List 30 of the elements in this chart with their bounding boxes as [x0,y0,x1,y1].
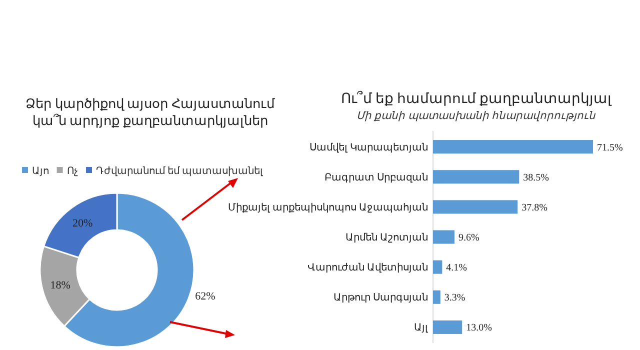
y-tick-label: Վարուժան Ավետիսյան [308,262,428,274]
data-label: 62% [195,290,216,302]
data-label: 71.5% [597,142,623,154]
y-tick-label: Բագրատ Սրբազան [324,172,428,184]
y-tick-label: Արթուր Սարգսյան [334,292,428,304]
data-label: 20% [72,218,93,230]
legend-label: Ոչ [66,166,78,177]
bar [433,170,520,184]
data-label: 13.0% [466,322,492,334]
chart-subtitle: Մի քանի պատասխանի հնարավորություն [356,111,596,122]
chart-title: Ու՞մ եք համարում քաղբանտարկյալ [340,90,612,107]
y-tick-label: Սամվել Կարապետյան [310,142,428,154]
bar [433,230,454,244]
data-label: 37.8% [522,202,548,214]
data-label: 18% [50,280,70,292]
y-tick-label: Միքայել արքեպիսկոպոս Աջապահյան [228,202,428,214]
legend-label: Այո [32,166,49,177]
legend-label: Դժվարանում եմ պատասխանել [96,166,264,177]
data-label: 38.5% [523,172,549,184]
chart-title: Ձեր կարծիքով այսօր Հայաստանում կա՞ն արդյոք քաղբանտարկյալներ [26,96,276,128]
data-label: 9.6% [458,232,480,244]
data-label: 4.1% [446,262,468,274]
data-label: 3.3% [444,292,466,304]
y-tick-label: Այլ [414,322,429,334]
y-tick-label: Արմեն Աշոտյան [346,232,428,244]
bar [433,140,593,154]
bar [433,200,518,214]
bar [433,320,462,334]
bar [433,260,442,274]
bar [433,290,440,304]
